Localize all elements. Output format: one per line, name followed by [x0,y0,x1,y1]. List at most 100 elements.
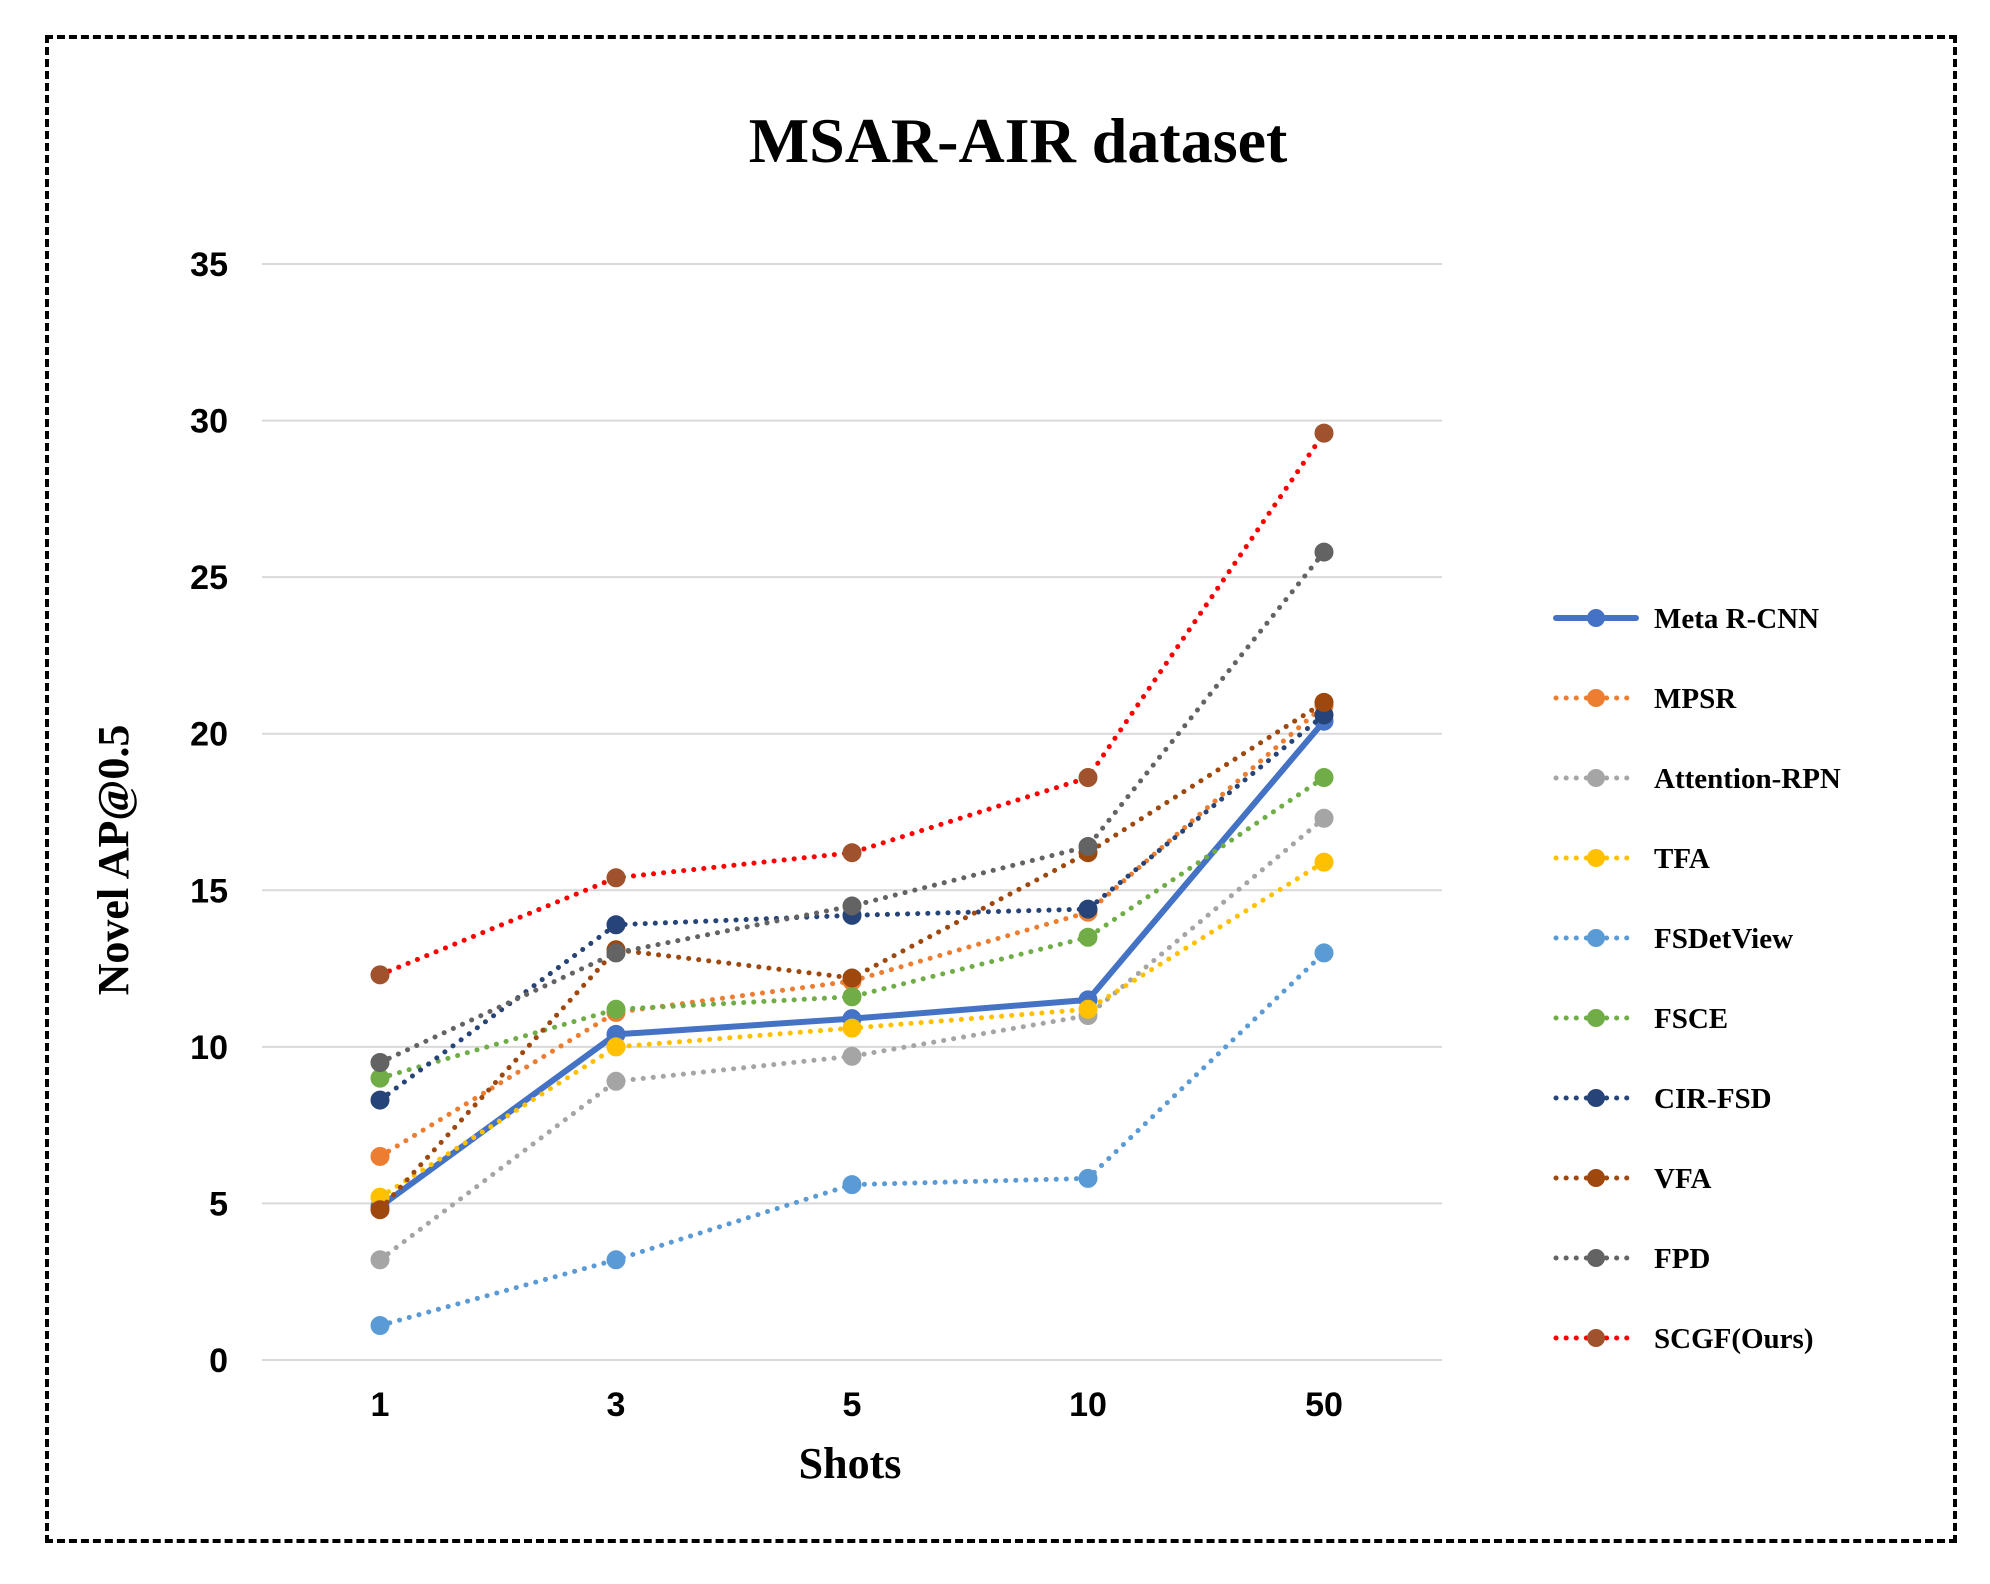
series-line [377,712,1327,1103]
x-tick-label: 5 [843,1386,862,1424]
data-point [1314,423,1334,443]
series-mpsr [370,696,1334,1166]
data-point [1078,899,1098,919]
legend-label: FSCE [1654,1003,1728,1035]
legend-marker [1587,689,1605,707]
legend-label: FSDetView [1654,923,1793,955]
data-point [370,1250,390,1270]
data-point [606,1071,626,1091]
data-point [1314,768,1334,788]
x-tick-label: 10 [1069,1386,1107,1424]
data-point [606,915,626,935]
data-point [1314,542,1334,562]
data-point [606,1250,626,1270]
data-point [370,1053,390,1073]
x-tick-label: 1 [371,1386,390,1424]
series-fsce [370,768,1334,1088]
legend: Meta R-CNN MPSR Attention-RPN TFA FSDetView F… [1553,603,1841,1355]
legend-marker [1587,769,1605,787]
series-vfa [370,692,1334,1220]
legend-entry: FSCE [1553,1003,1728,1035]
legend-label: MPSR [1654,683,1737,715]
legend-entry: SCGF(Ours) [1553,1323,1814,1355]
gridlines [262,263,1442,1361]
legend-marker [1587,1089,1605,1107]
series-meta-r-cnn [370,711,1334,1217]
x-tick-label: 50 [1305,1386,1343,1424]
x-axis-title: Shots [799,1439,902,1488]
y-tick-label: 5 [209,1185,228,1223]
data-point [842,843,862,863]
data-point [370,1146,390,1166]
y-tick-label: 10 [190,1029,228,1067]
series-line [377,950,1327,1329]
series-lines [370,423,1334,1336]
data-point [370,1200,390,1220]
data-point [1314,692,1334,712]
legend-entry: FSDetView [1553,923,1793,955]
data-point [842,1175,862,1195]
series-line [377,775,1327,1081]
legend-marker [1587,929,1605,947]
series-fpd [370,542,1334,1073]
data-point [1078,836,1098,856]
data-point [370,1090,390,1110]
data-point [1078,768,1098,788]
data-point [842,1018,862,1038]
y-tick-label: 15 [190,872,228,910]
y-tick-label: 30 [190,403,228,441]
legend-label: Attention-RPN [1654,763,1841,795]
y-tick-label: 35 [190,246,228,284]
series-scgf-ours- [370,423,1334,985]
x-tick-label: 3 [607,1386,626,1424]
series-line [377,718,1327,1210]
data-point [842,1046,862,1066]
legend-marker [1587,849,1605,867]
data-point [1314,852,1334,872]
data-point [370,965,390,985]
figure-frame [45,35,1957,1543]
y-axis-ticks: 0 5 10 15 20 25 30 35 [190,246,228,1380]
series-tfa [370,852,1334,1207]
x-axis-ticks: 1 3 5 10 50 [371,1386,1343,1424]
series-line [377,430,1327,978]
legend-entry: FPD [1553,1243,1710,1275]
legend-marker [1587,1249,1605,1267]
legend-entry: Meta R-CNN [1553,603,1819,635]
legend-label: SCGF(Ours) [1654,1323,1814,1355]
data-point [606,868,626,888]
data-point [606,1037,626,1057]
y-tick-label: 20 [190,716,228,754]
chart-title: MSAR-AIR dataset [749,105,1288,176]
data-point [842,896,862,916]
data-point [606,999,626,1019]
legend-label: FPD [1654,1243,1710,1275]
legend-entry: MPSR [1553,683,1737,715]
legend-marker [1587,1169,1605,1187]
legend-label: CIR-FSD [1654,1083,1772,1115]
data-point [1078,927,1098,947]
legend-marker [1587,1009,1605,1027]
data-point [606,943,626,963]
series-fsdetview [370,943,1334,1336]
legend-entry: TFA [1553,843,1710,875]
data-point [842,968,862,988]
legend-entry: VFA [1553,1163,1712,1195]
y-axis-title: Novel AP@0.5 [89,725,138,996]
y-tick-label: 0 [209,1342,228,1380]
series-line [377,699,1327,1213]
legend-entry: CIR-FSD [1553,1083,1772,1115]
y-tick-label: 25 [190,559,228,597]
data-point [1078,1168,1098,1188]
legend-label: Meta R-CNN [1654,603,1819,635]
legend-label: VFA [1654,1163,1712,1195]
series-line [377,549,1327,1066]
data-point [842,987,862,1007]
legend-entry: Attention-RPN [1553,763,1841,795]
data-point [1314,943,1334,963]
legend-marker [1587,609,1605,627]
data-point [370,1316,390,1336]
legend-marker [1587,1329,1605,1347]
data-point [1078,999,1098,1019]
